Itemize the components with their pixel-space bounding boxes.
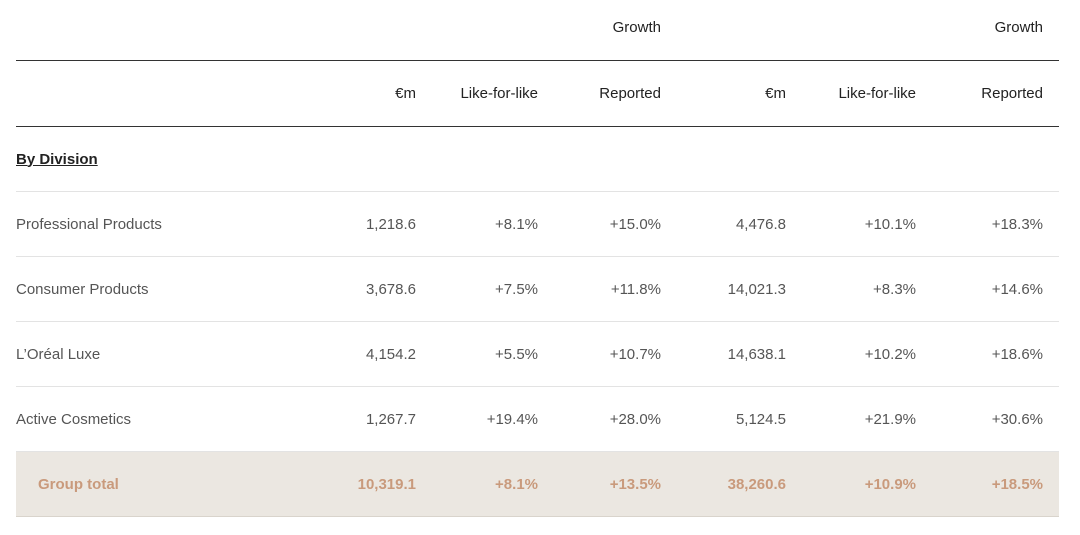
table-cell: 4,476.8	[735, 215, 786, 233]
row-label: L’Oréal Luxe	[16, 345, 101, 363]
table-cell: 14,638.1	[727, 345, 786, 363]
table-cell: 14,021.3	[727, 280, 786, 298]
table-row: Consumer Products 3,678.6 +7.5% +11.8% 1…	[16, 257, 1059, 322]
col-header-lfl-2: Like-for-like	[838, 85, 916, 102]
table-cell: +19.4%	[486, 410, 538, 428]
table-cell: +8.3%	[873, 280, 916, 298]
table-cell: +10.7%	[609, 345, 661, 363]
table-cell: +5.5%	[495, 345, 538, 363]
total-label: Group total	[38, 475, 119, 493]
table-cell: +10.2%	[864, 345, 916, 363]
table-cell: +18.3%	[991, 215, 1043, 233]
table-cell: +14.6%	[991, 280, 1043, 298]
table-row: Professional Products 1,218.6 +8.1% +15.…	[16, 192, 1059, 257]
table-cell: +30.6%	[991, 410, 1043, 428]
total-cell: +10.9%	[864, 475, 916, 493]
table-cell: +18.6%	[991, 345, 1043, 363]
division-sales-table: Growth Growth €m Like-for-like Reported …	[16, 0, 1059, 517]
col-header-reported-1: Reported	[599, 85, 661, 102]
row-label: Professional Products	[16, 215, 162, 233]
top-header-row: Growth Growth	[16, 0, 1059, 61]
col-header-lfl-1: Like-for-like	[460, 85, 538, 102]
table-cell: +15.0%	[609, 215, 661, 233]
table-cell: 4,154.2	[365, 345, 416, 363]
table-cell: +10.1%	[864, 215, 916, 233]
column-header-row: €m Like-for-like Reported €m Like-for-li…	[16, 61, 1059, 127]
growth-header-1: Growth	[612, 19, 661, 36]
table-cell: +7.5%	[495, 280, 538, 298]
table-cell: 1,218.6	[365, 215, 416, 233]
section-title: By Division	[16, 150, 98, 168]
total-cell: +18.5%	[991, 475, 1043, 493]
col-header-reported-2: Reported	[981, 85, 1043, 102]
total-cell: +8.1%	[495, 475, 538, 493]
growth-header-2: Growth	[994, 19, 1043, 36]
row-label: Consumer Products	[16, 280, 149, 298]
row-label: Active Cosmetics	[16, 410, 132, 428]
table-cell: 3,678.6	[365, 280, 416, 298]
group-total-row: Group total 10,319.1 +8.1% +13.5% 38,260…	[16, 452, 1059, 517]
total-cell: +13.5%	[609, 475, 661, 493]
table-cell: +11.8%	[610, 280, 661, 298]
section-row: By Division	[16, 127, 1059, 192]
col-header-eur-1: €m	[395, 85, 416, 102]
table-cell: 5,124.5	[735, 410, 786, 428]
total-cell: 38,260.6	[727, 475, 786, 493]
col-header-eur-2: €m	[765, 85, 786, 102]
table-cell: 1,267.7	[365, 410, 416, 428]
table-cell: +8.1%	[495, 215, 538, 233]
table-cell: +28.0%	[609, 410, 661, 428]
table-cell: +21.9%	[864, 410, 916, 428]
table-row: L’Oréal Luxe 4,154.2 +5.5% +10.7% 14,638…	[16, 322, 1059, 387]
total-cell: 10,319.1	[357, 475, 416, 493]
table-row: Active Cosmetics 1,267.7 +19.4% +28.0% 5…	[16, 387, 1059, 452]
